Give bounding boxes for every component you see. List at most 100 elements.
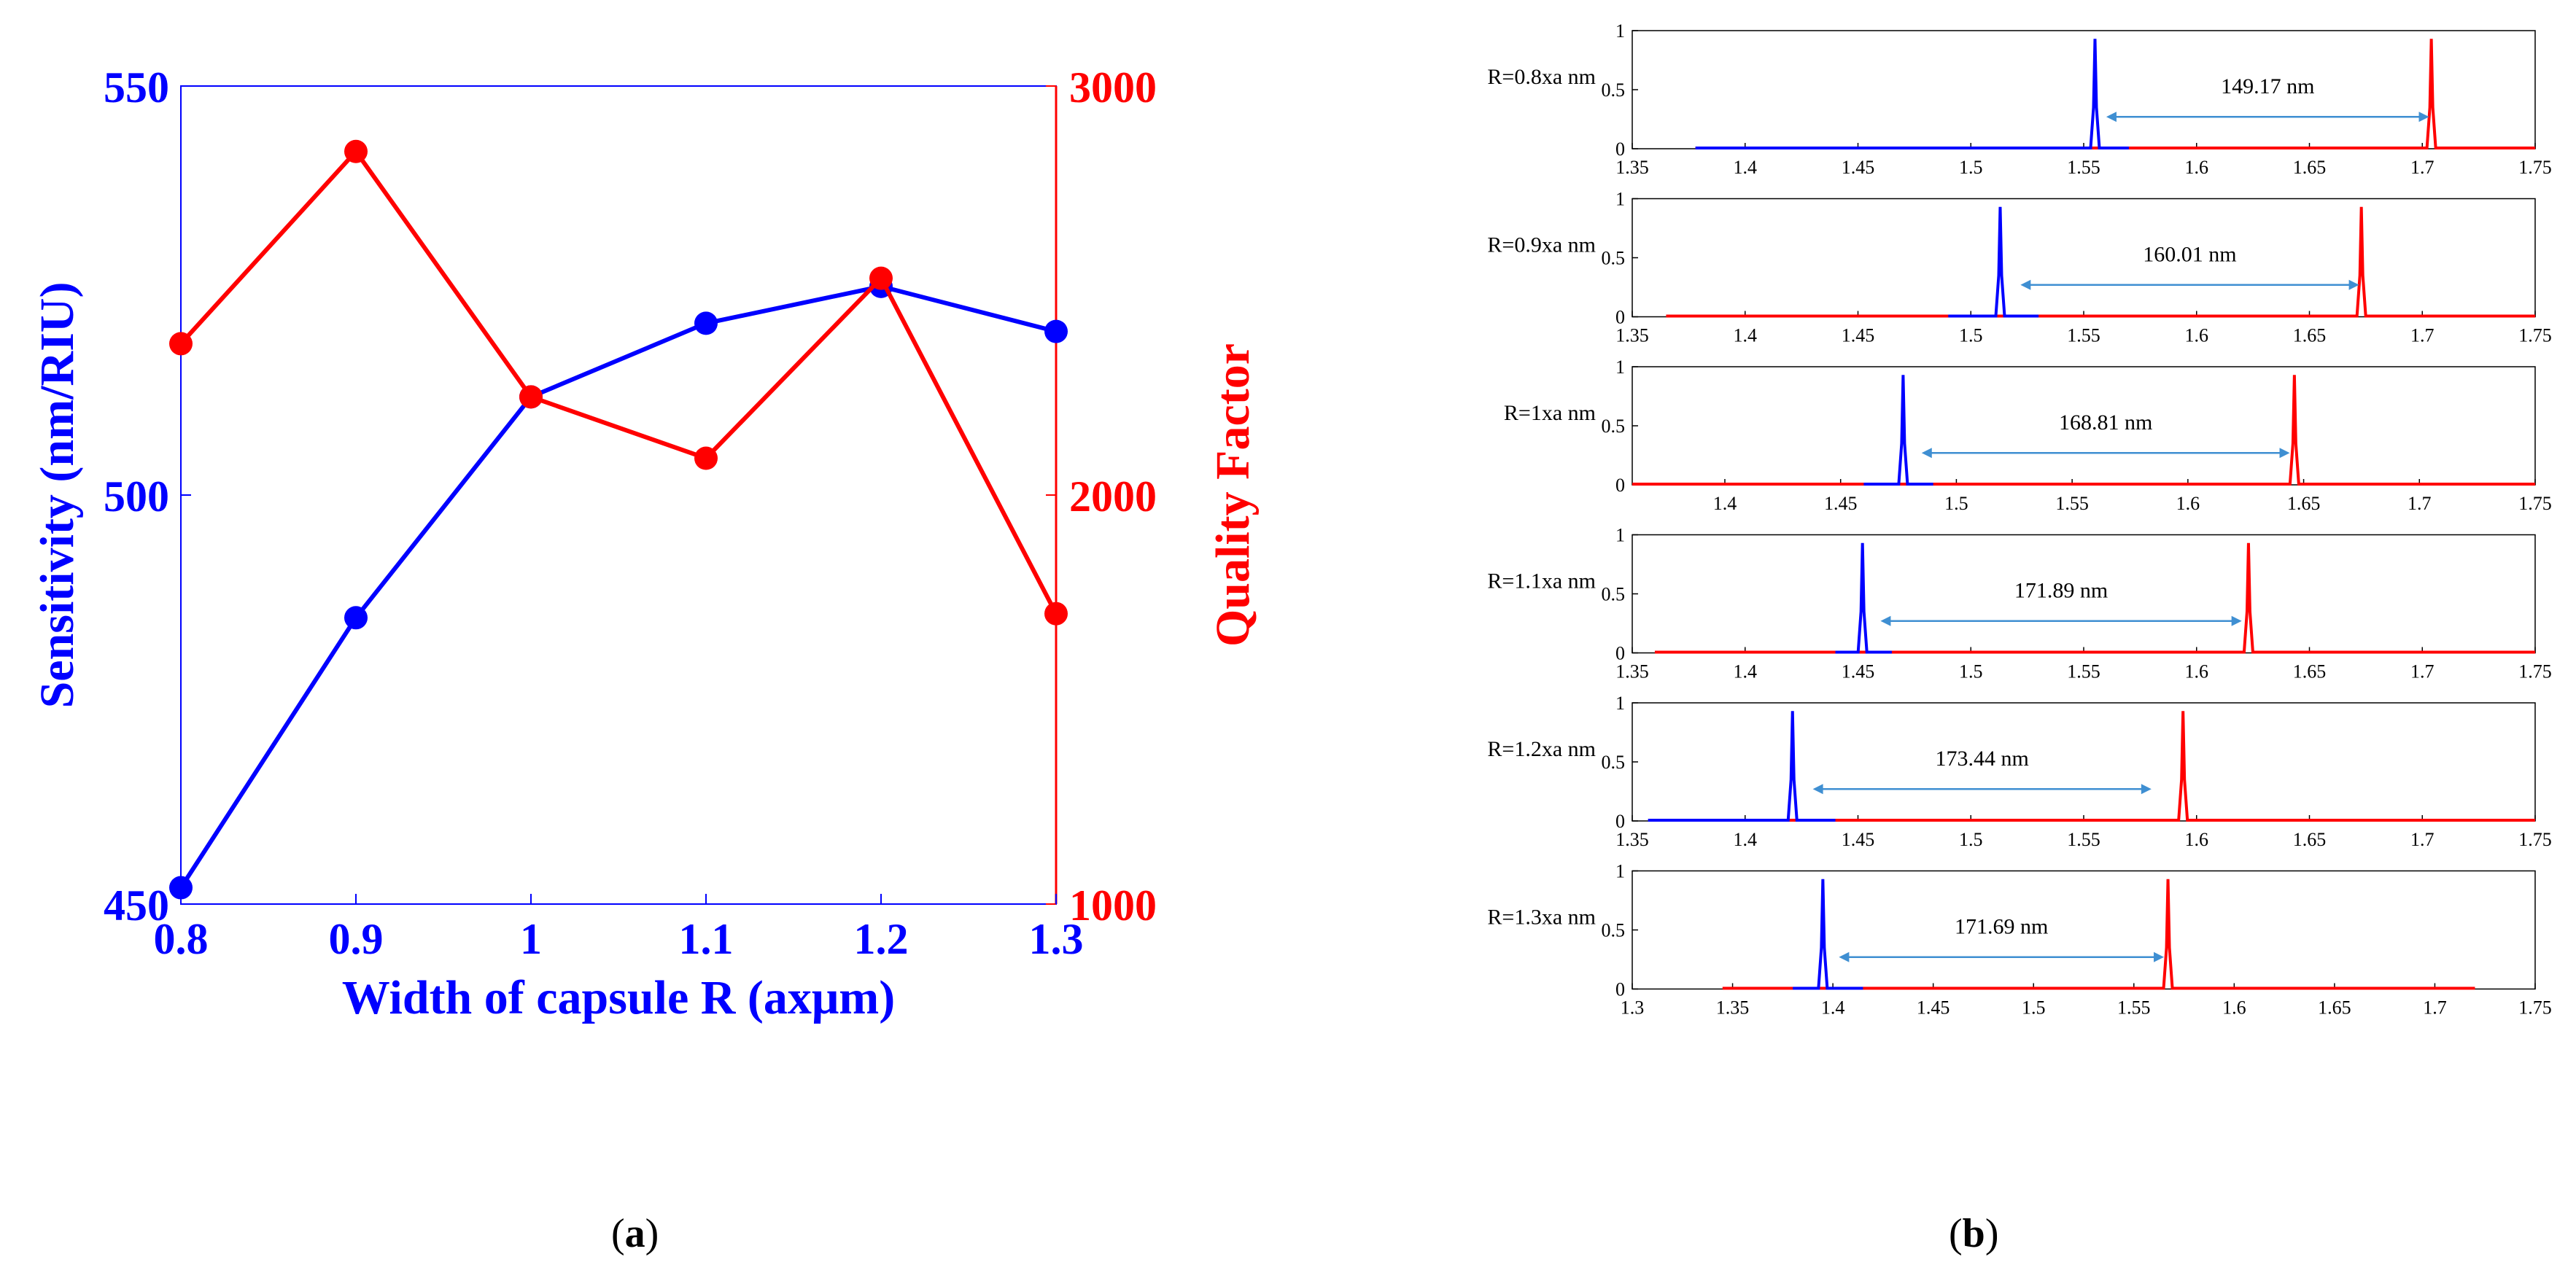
left-tick-label: 550 — [104, 63, 169, 112]
x-tick-label: 1.7 — [2410, 157, 2435, 178]
panel-b-letter: b — [1962, 1211, 1985, 1256]
span-arrow-head-left — [1839, 951, 1850, 962]
span-arrow-head-left — [1921, 448, 1932, 459]
x-tick-label: 1.75 — [2518, 493, 2552, 514]
x-tick-label: 1.4 — [1734, 829, 1758, 850]
panel-a-chart: 450 500 550 1000 2000 3000 0.8 0.9 1 1.1 1.2 1.3 Wid… — [31, 63, 1260, 1024]
x-tick-label: 1.5 — [1959, 325, 1983, 346]
subplot-label: R=1.2xa nm — [1487, 737, 1596, 761]
x-tick-label: 1.45 — [1842, 829, 1875, 850]
data-point — [344, 139, 368, 163]
y-tick-label: 0 — [1615, 643, 1625, 664]
x-tick-label: 1.3 — [1621, 997, 1645, 1019]
x-tick-label: 1.65 — [2293, 829, 2327, 850]
x-tick-label: 1.65 — [2293, 325, 2327, 346]
span-arrow-head-right — [2348, 279, 2359, 290]
y-tick-label: 1 — [1615, 189, 1625, 210]
x-tick-label: 1.35 — [1716, 997, 1750, 1019]
x-tick-label: 1.75 — [2518, 661, 2552, 682]
x-tick-label: 1.35 — [1615, 157, 1649, 178]
x-tick-label: 1.4 — [1734, 325, 1758, 346]
data-point — [169, 332, 193, 356]
series-line-sensitivity — [179, 284, 1057, 889]
span-arrow-head-right — [2141, 784, 2152, 795]
x-tick-label: 1.65 — [2318, 997, 2351, 1019]
x-tick-label: 1.5 — [1959, 157, 1983, 178]
blue-spectrum — [1793, 879, 1863, 990]
red-spectrum — [1695, 39, 2535, 149]
panel-a-letter: a — [624, 1211, 645, 1256]
red-spectrum — [1666, 206, 2535, 318]
subplot-label: R=0.8xa nm — [1487, 65, 1596, 89]
x-tick-label: 1.6 — [2185, 325, 2209, 346]
y-tick-label: 0 — [1615, 307, 1625, 328]
blue-spectrum — [1835, 542, 1892, 654]
x-tick-label: 1.5 — [1944, 493, 1968, 514]
subplot-6: 0 0.5 1 1.3 1.35 1.4 1.45 1.5 1.55 1.6 1.65 1.7 1.75… — [1487, 861, 2551, 1019]
x-tick-label: 1 — [520, 915, 542, 963]
span-annotation: 171.69 nm — [1955, 914, 2048, 938]
subplot-frame — [1632, 702, 2536, 822]
span-annotation: 168.81 nm — [2059, 410, 2152, 435]
x-tick-label: 1.1 — [679, 915, 734, 963]
x-tick-label: 1.7 — [2408, 493, 2432, 514]
y-right-axis-title: Quality Factor — [1206, 343, 1260, 647]
subplot-3: 0 0.5 1 1.4 1.45 1.5 1.55 1.6 1.65 1.7 1.75 R=1xa n… — [1504, 357, 2552, 514]
x-tick-label: 1.4 — [1734, 157, 1758, 178]
data-point — [519, 385, 543, 409]
x-tick-label: 1.35 — [1615, 325, 1649, 346]
x-tick-label: 1.55 — [2117, 997, 2151, 1019]
x-tick-label: 1.6 — [2185, 829, 2209, 850]
series-line-quality-factor — [179, 147, 1058, 615]
y-tick-label: 0.5 — [1602, 752, 1626, 773]
x-tick-label: 1.6 — [2176, 493, 2200, 514]
y-tick-label: 0 — [1615, 979, 1625, 1000]
subplot-frame — [1632, 870, 2536, 990]
x-tick-label: 1.6 — [2185, 661, 2209, 682]
plot-frame — [180, 85, 1057, 905]
x-tick-label: 1.4 — [1821, 997, 1845, 1019]
y-tick-label: 1 — [1615, 861, 1625, 882]
blue-spectrum — [1648, 711, 1836, 822]
x-tick-label: 0.9 — [329, 915, 384, 963]
data-point — [169, 876, 193, 900]
span-arrow-head-right — [2279, 448, 2290, 459]
blue-spectrum — [1948, 206, 2039, 318]
x-tick-label: 1.7 — [2410, 325, 2435, 346]
x-tick-label: 0.8 — [154, 915, 209, 963]
x-tick-label: 1.5 — [1959, 661, 1983, 682]
span-annotation: 160.01 nm — [2143, 242, 2236, 266]
x-tick-label: 1.6 — [2185, 157, 2209, 178]
subplot-label: R=1.3xa nm — [1487, 905, 1596, 929]
subplot-label: R=0.9xa nm — [1487, 233, 1596, 257]
x-tick-label: 1.75 — [2518, 157, 2552, 178]
x-tick-label: 1.2 — [854, 915, 909, 963]
data-point — [1044, 601, 1068, 626]
x-tick-label: 1.55 — [2067, 325, 2100, 346]
y-tick-label: 0.5 — [1602, 920, 1626, 941]
x-tick-label: 1.45 — [1842, 157, 1875, 178]
y-tick-label: 1 — [1615, 20, 1625, 42]
span-arrow-head-right — [2231, 615, 2242, 626]
red-spectrum — [1632, 375, 2535, 486]
data-point — [1044, 319, 1068, 343]
span-arrow-head-left — [1812, 784, 1823, 795]
x-tick-label: 1.55 — [2067, 157, 2100, 178]
x-tick-label: 1.55 — [2067, 829, 2100, 850]
x-tick-label: 1.45 — [1842, 661, 1875, 682]
panel-b-caption: (b) — [1949, 1210, 1998, 1257]
span-arrow-head-right — [2418, 112, 2429, 122]
subplot-frame — [1632, 198, 2536, 318]
x-tick-label: 1.4 — [1734, 661, 1758, 682]
x-tick-label: 1.75 — [2518, 997, 2552, 1019]
x-tick-label: 1.75 — [2518, 325, 2552, 346]
subplot-1: 0 0.5 1 1.35 1.4 1.45 1.5 1.55 1.6 1.65 1.7 1.75 R=0… — [1487, 20, 2551, 178]
y-tick-label: 0.5 — [1602, 584, 1626, 605]
blue-spectrum — [1695, 39, 2129, 149]
right-tick-label: 1000 — [1069, 881, 1157, 930]
y-tick-label: 0 — [1615, 475, 1625, 496]
x-tick-label: 1.75 — [2518, 829, 2552, 850]
left-tick-label: 500 — [104, 472, 169, 521]
x-tick-label: 1.5 — [1959, 829, 1983, 850]
y-tick-label: 0 — [1615, 811, 1625, 832]
